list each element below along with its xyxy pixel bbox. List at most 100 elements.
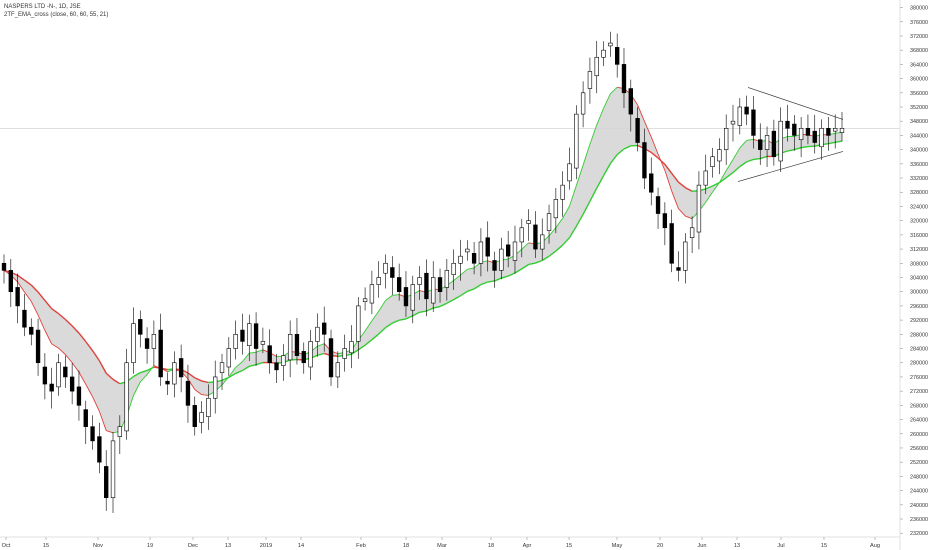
ema-slow-segment [98,360,107,374]
candle-body [621,64,627,94]
y-tick-label: 236000 [910,517,928,523]
candle [90,415,95,450]
candle-body [587,71,593,89]
candle-body [226,348,232,368]
ema-slow-segment [133,372,141,378]
candle-body [233,334,238,349]
candle [812,114,817,154]
candle-body [812,130,817,143]
candle-body [328,338,334,378]
candle-body [417,277,422,285]
candle [655,187,661,229]
candle [185,364,191,423]
ema-slow-segment [255,361,264,366]
candle-body [649,173,654,193]
candle [751,95,756,149]
candle [676,251,681,282]
ema-slow-segment [235,369,243,375]
candle-body [76,386,82,406]
candle [499,237,504,280]
candle [785,104,790,142]
candle-body [778,120,783,162]
x-tick-label: May [612,543,623,549]
candle [315,313,320,357]
candle-body [560,184,565,200]
ema-slow-segment [446,299,454,304]
ema-fast-segment [194,389,202,395]
candle [540,218,545,261]
candle [253,312,259,366]
ema-cloud [4,87,842,433]
candle-body [219,362,225,373]
ema-fast-segment [364,320,373,332]
ema-fast-segment [718,170,727,183]
candle [492,251,497,288]
candle [144,327,150,364]
x-tick-label: 19 [147,543,153,549]
candle [560,171,565,217]
ema-slow-segment [249,363,257,367]
ema-slow-segment [705,185,713,190]
candle [158,313,163,386]
candle-body [335,362,341,378]
candle [287,320,293,378]
candle-body [42,366,48,385]
candle [574,105,579,180]
candle-body [117,426,122,437]
candle [805,114,811,145]
y-tick-label: 332000 [910,176,928,182]
candle [226,337,232,376]
candle [104,450,109,511]
candle [567,147,572,190]
candle-body [240,329,245,342]
y-tick-label: 324000 [910,204,928,210]
candle [778,107,783,173]
ema-slow-segment [221,376,230,381]
x-tick-label: Apr [523,543,532,549]
candle-body [567,163,572,182]
candle [1,254,7,284]
candle [294,317,300,365]
ema-fast-segment [44,330,53,345]
candle-body [737,106,742,126]
candle-body [138,319,143,335]
candle-body [410,284,415,311]
candle [69,363,75,405]
ema-slow-segment [650,151,659,159]
ema-slow-segment [392,319,400,324]
candle-body [655,196,661,214]
ema-fast-segment [705,191,713,203]
y-tick-label: 280000 [910,361,928,367]
candle-body [1,262,7,271]
candle-body [104,466,109,499]
ema-slow-segment [746,158,754,163]
ema-fast-segment [78,371,87,385]
candle [649,157,654,206]
candle-body [63,366,68,378]
candle-body [260,341,266,345]
candle [383,254,388,289]
candle [771,119,777,166]
ema-slow-segment [671,172,680,183]
candle-body [301,351,306,364]
candle-body [315,326,320,342]
candle-body [826,128,831,136]
ema-slow-segment [439,302,448,308]
candle [213,360,218,414]
candle-body [512,241,518,261]
candle-body [356,305,361,342]
candle [819,119,824,160]
y-tick-label: 248000 [910,474,928,480]
ema-slow-segment [24,279,32,286]
candle-body [492,260,497,271]
ema-fast-segment [644,121,652,138]
ema-slow-segment [494,277,502,282]
candle [451,249,456,290]
ema-slow-segment [433,305,441,309]
candle-body [689,227,695,239]
candle-body [110,440,116,499]
y-tick-label: 244000 [910,489,928,495]
candle-body [710,156,715,167]
ema-slow-segment [487,280,495,283]
ema-slow-segment [140,369,148,374]
